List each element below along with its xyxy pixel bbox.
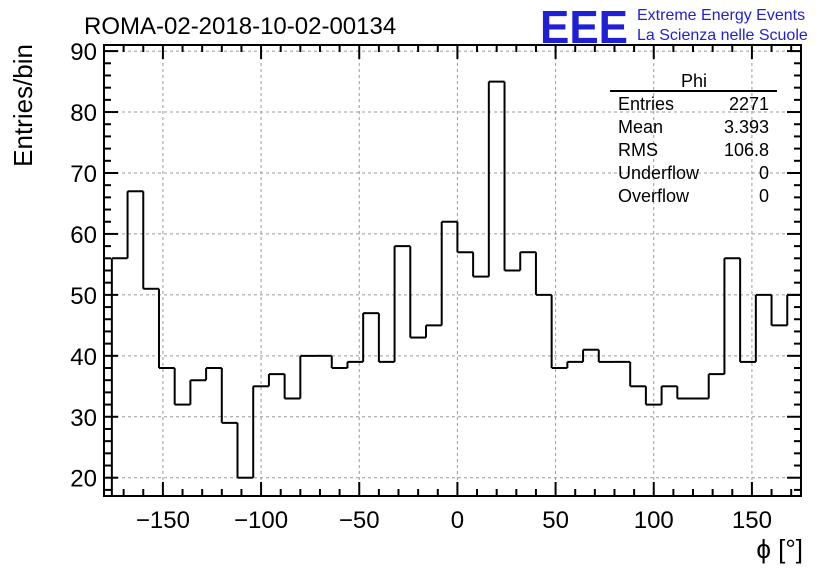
histogram-bin — [770, 294, 788, 327]
stats-label: Mean — [618, 117, 663, 137]
histogram-bin — [157, 288, 175, 370]
histogram-bin — [786, 293, 801, 326]
histogram-bin — [252, 385, 269, 478]
stats-label: Entries — [618, 94, 674, 114]
stats-value: 3.393 — [724, 117, 769, 137]
histogram-bin — [723, 257, 741, 375]
x-tick-label: −100 — [234, 507, 288, 534]
histogram-bin — [409, 246, 426, 339]
histogram-bin — [189, 379, 207, 405]
y-tick-label: 80 — [70, 100, 97, 127]
histogram-bin — [393, 245, 411, 362]
histogram-bin — [424, 324, 442, 338]
histogram-bin — [550, 294, 568, 370]
histogram-bin — [142, 191, 159, 290]
stats-label: RMS — [618, 140, 658, 160]
histogram-bars — [110, 80, 802, 496]
stats-value: 2271 — [729, 94, 769, 114]
y-axis-title: Entries/bin — [8, 44, 38, 167]
histogram-bin — [299, 354, 317, 399]
histogram-bin — [597, 349, 615, 363]
histogram-bin — [283, 374, 301, 400]
histogram-bin — [173, 368, 191, 406]
histogram-bin — [456, 221, 474, 254]
histogram-bin — [503, 81, 521, 272]
eee-logo: EEE — [540, 1, 628, 53]
x-tick-label: −150 — [136, 507, 190, 534]
y-tick-label: 20 — [70, 466, 97, 493]
stats-value: 106.8 — [724, 140, 769, 160]
stats-title: Phi — [681, 71, 707, 91]
histogram-bin — [267, 373, 285, 387]
histogram-bin — [582, 348, 599, 362]
histogram-bin — [629, 361, 646, 388]
stats-value: 0 — [759, 186, 769, 206]
histogram-bin — [472, 252, 489, 278]
histogram-bin — [739, 258, 756, 363]
x-tick-label: −50 — [339, 507, 380, 534]
stats-box: Phi Entries 2271 Mean 3.393 RMS 106.8 Underflo… — [610, 71, 777, 206]
histogram-bin — [362, 312, 379, 362]
y-tick-label: 60 — [70, 222, 97, 249]
y-tick-label: 50 — [70, 283, 97, 310]
histogram-bin — [566, 360, 584, 369]
stats-rows: Entries 2271 Mean 3.393 RMS 106.8 Underflow 0 Ov… — [618, 94, 769, 206]
histogram-bin — [330, 355, 348, 370]
y-tick-label: 40 — [70, 344, 97, 371]
histogram-bin — [487, 80, 505, 277]
histogram-bin — [205, 367, 222, 381]
histogram-bin — [754, 293, 772, 362]
histogram-bin — [126, 190, 144, 259]
x-tick-label: 150 — [732, 507, 772, 534]
histogram-bin — [220, 368, 238, 424]
histogram-title: ROMA-02-2018-10-02-00134 — [84, 13, 396, 40]
logo-line-1: Extreme Energy Events — [637, 7, 805, 24]
x-tick-label: 0 — [451, 507, 464, 534]
stats-label: Overflow — [618, 186, 690, 206]
y-tick-label: 30 — [70, 405, 97, 432]
x-tick-label: 100 — [634, 507, 674, 534]
histogram-bin — [660, 385, 678, 405]
plot-frame — [103, 44, 802, 497]
y-tick-label: 70 — [70, 161, 97, 188]
histogram-bin — [236, 422, 254, 479]
tick-labels: −150 −100 −50 0 50 100 150 20 30 40 50 60 70 80 90 — [70, 39, 772, 534]
histogram-bin — [377, 313, 395, 363]
stats-value: 0 — [759, 163, 769, 183]
stats-label: Underflow — [618, 163, 700, 183]
histogram-bin — [707, 373, 725, 399]
histogram-bin — [110, 257, 128, 496]
histogram-bin — [440, 220, 458, 326]
axis-ticks — [103, 45, 801, 496]
histogram-bin — [519, 251, 536, 271]
histogram-bin — [676, 386, 694, 400]
histogram-bin — [534, 252, 552, 296]
histogram-bin — [346, 360, 364, 369]
y-tick-label: 90 — [70, 39, 97, 66]
grid-lines — [104, 45, 801, 496]
x-tick-label: 50 — [542, 507, 569, 534]
histogram-bin — [644, 386, 662, 406]
logo-line-2: La Scienza nelle Scuole — [637, 27, 808, 44]
x-axis-title: ϕ [°] — [756, 534, 803, 564]
